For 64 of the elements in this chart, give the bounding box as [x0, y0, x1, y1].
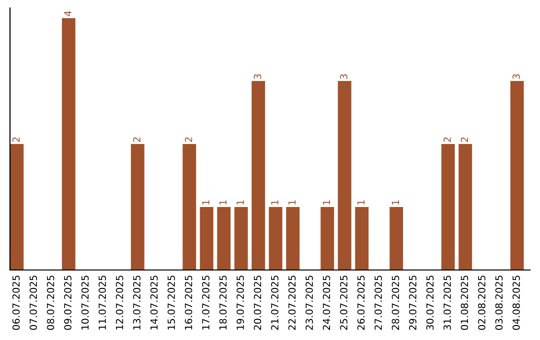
- x-tick-label: 01.08.2025: [460, 276, 468, 330]
- data-label: 1: [392, 200, 400, 205]
- bar: [234, 207, 248, 270]
- x-tick-label: 04.08.2025: [512, 276, 520, 330]
- data-label: 1: [236, 200, 244, 205]
- bar: [62, 18, 76, 270]
- x-tick-label: 11.07.2025: [98, 276, 106, 330]
- bar: [510, 81, 524, 270]
- bar: [200, 207, 214, 270]
- x-tick-label: 07.07.2025: [30, 276, 37, 330]
- x-tick-label: 30.07.2025: [426, 276, 434, 330]
- x-tick-label: 27.07.2025: [374, 276, 382, 330]
- bar: [355, 207, 369, 270]
- x-tick-label: 28.07.2025: [392, 276, 400, 330]
- data-label: 2: [184, 137, 192, 142]
- data-label: 1: [202, 200, 210, 205]
- x-tick-label: 16.07.2025: [184, 276, 192, 330]
- bar: [320, 207, 334, 270]
- bar: [10, 144, 24, 270]
- bar: [441, 144, 455, 270]
- data-label: 2: [12, 137, 20, 142]
- data-label: 1: [322, 200, 330, 205]
- data-label: 1: [219, 200, 227, 205]
- bar: [458, 144, 472, 270]
- x-tick-label: 21.07.2025: [271, 276, 278, 330]
- x-tick-label: 24.07.2025: [322, 276, 330, 330]
- x-tick-label: 02.08.2025: [478, 276, 486, 330]
- data-label: 1: [357, 200, 365, 205]
- x-tick-label: 19.07.2025: [236, 276, 244, 330]
- x-tick-label: 03.08.2025: [495, 276, 503, 330]
- data-label: 3: [512, 74, 520, 79]
- bar: [390, 207, 404, 270]
- data-label: 4: [64, 11, 72, 16]
- data-label: 1: [288, 200, 296, 205]
- bar: [286, 207, 300, 270]
- bar: [182, 144, 196, 270]
- data-label: 2: [460, 137, 468, 142]
- x-tick-label: 25.07.2025: [340, 276, 348, 330]
- x-tick-label: 20.07.2025: [254, 276, 262, 330]
- data-label: 3: [340, 74, 348, 79]
- x-tick-label: 18.07.2025: [219, 276, 227, 330]
- data-label: 1: [271, 200, 278, 205]
- bar: [217, 207, 231, 270]
- x-tick-label: 17.07.2025: [202, 276, 210, 330]
- x-tick-label: 13.07.2025: [133, 276, 140, 330]
- data-label: 3: [254, 74, 262, 79]
- data-label: 2: [133, 137, 140, 142]
- x-tick-label: 29.07.2025: [409, 276, 416, 330]
- x-tick-label: 06.07.2025: [12, 276, 20, 330]
- x-tick-label: 08.07.2025: [46, 276, 54, 330]
- bar: [268, 207, 282, 270]
- data-label: 2: [444, 137, 451, 142]
- x-tick-label: 12.07.2025: [116, 276, 124, 330]
- x-tick-label: 15.07.2025: [168, 276, 175, 330]
- x-tick-label: 09.07.2025: [64, 276, 72, 330]
- bar: [252, 81, 266, 270]
- x-tick-label: 14.07.2025: [150, 276, 158, 330]
- x-tick-label: 10.07.2025: [81, 276, 89, 330]
- x-tick-label: 26.07.2025: [357, 276, 365, 330]
- x-tick-label: 22.07.2025: [288, 276, 296, 330]
- bar: [130, 144, 144, 270]
- x-tick-label: 31.07.2025: [444, 276, 451, 330]
- x-tick-label: 23.07.2025: [306, 276, 313, 330]
- bar: [338, 81, 352, 270]
